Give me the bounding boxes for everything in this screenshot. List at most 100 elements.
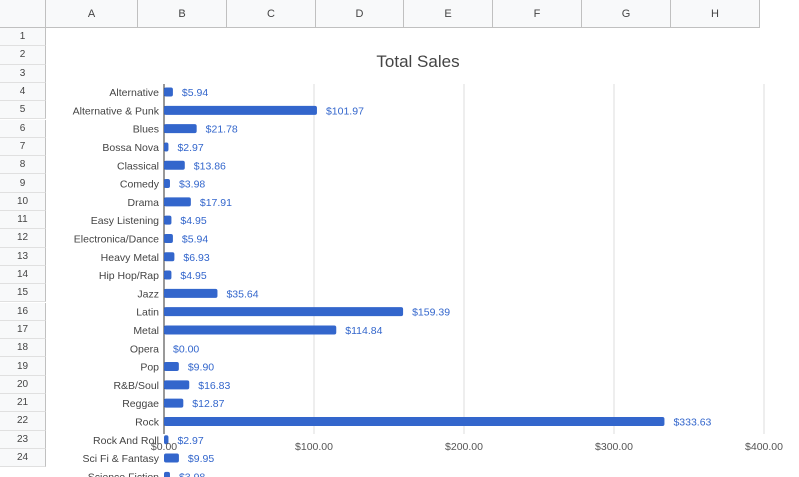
category-label: Jazz	[137, 288, 159, 300]
row-header-18[interactable]: 18	[0, 339, 46, 358]
data-label: $4.95	[180, 215, 206, 227]
row-header-21[interactable]: 21	[0, 394, 46, 413]
column-header-d[interactable]: D	[316, 0, 404, 28]
column-header-e[interactable]: E	[404, 0, 493, 28]
bar[interactable]	[164, 307, 404, 317]
x-tick-label: $100.00	[295, 441, 333, 453]
row-header-5[interactable]: 5	[0, 101, 46, 120]
category-label: Alternative	[109, 87, 159, 99]
row-header-11[interactable]: 11	[0, 211, 46, 230]
data-label: $13.86	[194, 160, 226, 172]
category-label: R&B/Soul	[113, 380, 159, 392]
bar[interactable]	[164, 252, 175, 262]
category-label: Sci Fi & Fantasy	[83, 453, 160, 465]
data-label: $114.84	[345, 325, 382, 337]
category-label: Metal	[133, 325, 159, 337]
category-label: Bossa Nova	[102, 142, 159, 154]
bar[interactable]	[164, 435, 169, 445]
bar[interactable]	[164, 124, 197, 134]
row-header-9[interactable]: 9	[0, 174, 46, 193]
bar[interactable]	[164, 179, 170, 189]
row-header-22[interactable]: 22	[0, 412, 46, 431]
column-header-f[interactable]: F	[493, 0, 582, 28]
x-tick-label: $300.00	[595, 441, 633, 453]
category-label: Comedy	[120, 179, 160, 191]
bar-series	[164, 87, 665, 477]
row-header-24[interactable]: 24	[0, 448, 46, 468]
category-label: Rock	[135, 416, 160, 428]
data-label: $17.91	[200, 197, 232, 209]
row-header-14[interactable]: 14	[0, 265, 46, 285]
column-header-h[interactable]: H	[671, 0, 760, 28]
category-label: Opera	[130, 343, 159, 355]
row-header-20[interactable]: 20	[0, 375, 46, 394]
row-header-12[interactable]: 12	[0, 229, 46, 248]
category-label: Pop	[140, 362, 159, 374]
data-label: $3.98	[179, 179, 205, 191]
bar[interactable]	[164, 142, 169, 152]
row-header-19[interactable]: 19	[0, 357, 46, 376]
category-label: Classical	[117, 160, 159, 172]
data-label: $2.97	[177, 435, 203, 447]
data-label: $35.64	[226, 288, 258, 300]
row-header-17[interactable]: 17	[0, 320, 46, 340]
bar[interactable]	[164, 233, 173, 243]
row-header-2[interactable]: 2	[0, 46, 46, 65]
row-header-10[interactable]: 10	[0, 192, 46, 211]
column-header-b[interactable]: B	[138, 0, 227, 28]
row-header-16[interactable]: 16	[0, 302, 46, 321]
row-header-4[interactable]: 4	[0, 82, 46, 102]
data-label: $3.98	[179, 471, 205, 477]
row-header-13[interactable]: 13	[0, 247, 46, 266]
column-header-g[interactable]: G	[582, 0, 671, 28]
category-label: Alternative & Punk	[73, 105, 160, 117]
row-header-3[interactable]: 3	[0, 64, 46, 83]
bar[interactable]	[164, 87, 173, 97]
category-label: Hip Hop/Rap	[99, 270, 159, 282]
select-all-corner[interactable]	[0, 0, 46, 28]
bar[interactable]	[164, 398, 184, 408]
gridlines	[163, 84, 765, 434]
row-header-7[interactable]: 7	[0, 137, 46, 157]
bar[interactable]	[164, 471, 170, 477]
row-header-8[interactable]: 8	[0, 156, 46, 175]
bar[interactable]	[164, 325, 337, 335]
data-label: $5.94	[182, 87, 208, 99]
chart-title: Total Sales	[376, 52, 459, 71]
x-tick-label: $400.00	[745, 441, 783, 453]
column-header-c[interactable]: C	[227, 0, 316, 28]
category-label: Blues	[133, 124, 159, 136]
data-label: $333.63	[673, 416, 711, 428]
data-label: $16.83	[198, 380, 230, 392]
x-tick-label: $200.00	[445, 441, 483, 453]
row-header-15[interactable]: 15	[0, 284, 46, 303]
x-axis-ticks: $0.00 $100.00 $200.00 $300.00 $400.00	[151, 441, 783, 453]
bar[interactable]	[164, 160, 185, 170]
category-label: Electronica/Dance	[74, 233, 159, 245]
category-label: Drama	[127, 197, 159, 209]
category-labels: Alternative Alternative & Punk Blues Bossa …	[73, 87, 160, 477]
bar[interactable]	[164, 215, 172, 225]
bar[interactable]	[164, 288, 218, 298]
category-label: Rock And Roll	[93, 435, 159, 447]
data-labels: $5.94$101.97$21.78$2.97$13.86$3.98$17.91…	[173, 87, 712, 477]
row-header-1[interactable]: 1	[0, 28, 46, 47]
bar[interactable]	[164, 197, 191, 207]
bar[interactable]	[164, 453, 179, 463]
bar[interactable]	[164, 416, 665, 426]
data-label: $0.00	[173, 343, 199, 355]
category-label: Heavy Metal	[101, 252, 159, 264]
data-label: $5.94	[182, 233, 208, 245]
column-header-a[interactable]: A	[46, 0, 138, 28]
category-label: Easy Listening	[91, 215, 159, 227]
bar[interactable]	[164, 105, 317, 115]
x-tick-label: $0.00	[151, 441, 177, 453]
row-header-23[interactable]: 23	[0, 430, 46, 449]
row-header-6[interactable]: 6	[0, 119, 46, 138]
bar[interactable]	[164, 380, 190, 390]
bar[interactable]	[164, 270, 172, 280]
data-label: $159.39	[412, 307, 450, 319]
data-label: $21.78	[206, 124, 238, 136]
bar[interactable]	[164, 362, 179, 372]
